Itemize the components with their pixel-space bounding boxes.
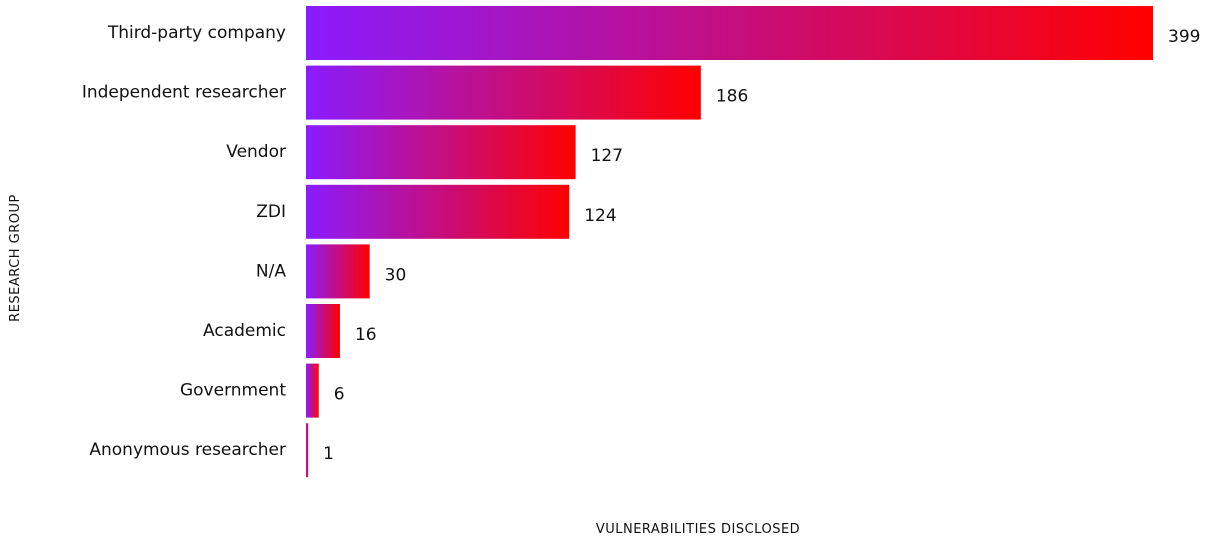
category-label: Anonymous researcher bbox=[89, 440, 286, 460]
value-label: 6 bbox=[334, 385, 345, 405]
bar-zdi bbox=[306, 184, 570, 239]
category-label: ZDI bbox=[256, 202, 286, 222]
value-label: 30 bbox=[385, 265, 407, 285]
value-label: 16 bbox=[355, 325, 377, 345]
x-axis-title: VULNERABILITIES DISCLOSED bbox=[596, 522, 800, 537]
value-label: 127 bbox=[591, 146, 623, 166]
category-label: Independent researcher bbox=[82, 83, 286, 103]
category-label: Government bbox=[180, 381, 286, 401]
category-label: Academic bbox=[203, 321, 286, 341]
value-label: 1 bbox=[323, 444, 334, 464]
category-label: Vendor bbox=[226, 142, 286, 162]
bar-independent-researcher bbox=[306, 65, 701, 120]
category-labels: Third-party company Independent researche… bbox=[82, 23, 287, 460]
value-labels: 399 186 127 124 30 16 6 1 bbox=[323, 27, 1200, 464]
bar-third-party-company bbox=[306, 6, 1153, 60]
bar-academic bbox=[306, 304, 340, 358]
bar-anonymous-researcher bbox=[306, 423, 309, 478]
category-label: N/A bbox=[256, 261, 286, 281]
category-label: Third-party company bbox=[107, 23, 286, 43]
value-label: 399 bbox=[1168, 27, 1200, 47]
bars-layer bbox=[306, 6, 1153, 478]
value-label: 124 bbox=[584, 206, 616, 226]
value-label: 186 bbox=[716, 87, 748, 107]
bar-vendor bbox=[306, 125, 576, 180]
y-axis-title: RESEARCH GROUP bbox=[8, 194, 23, 322]
bar-government bbox=[306, 363, 319, 418]
bar-n-a bbox=[306, 244, 370, 299]
